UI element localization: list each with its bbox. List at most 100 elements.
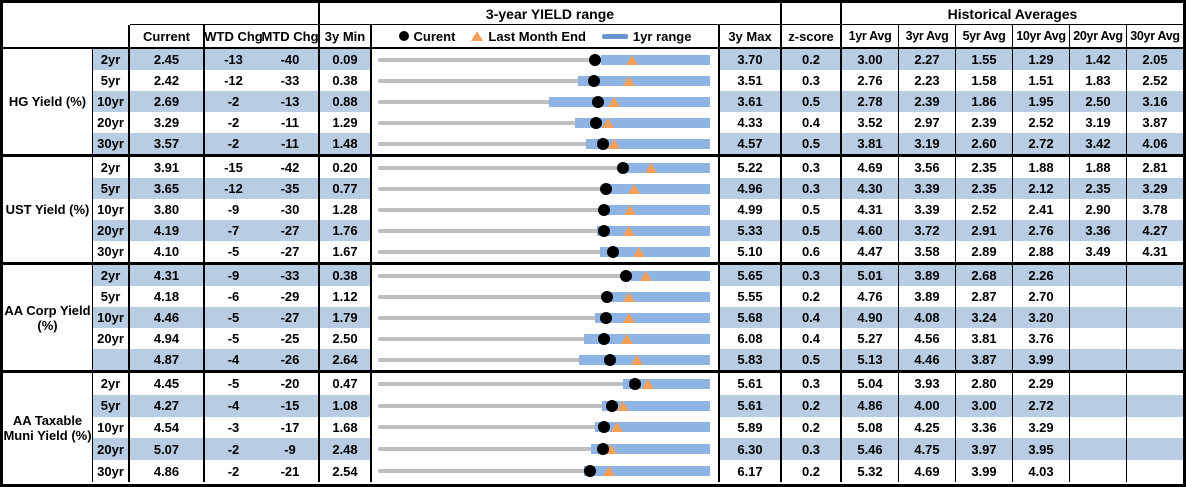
wtd-chg-cell: -5 [227, 331, 240, 346]
current-cell: 2.45 [130, 49, 205, 70]
last-month-triangle-icon [604, 444, 617, 455]
header-z-score: z-score [782, 25, 842, 47]
wtd-chg-cell: -9 [205, 265, 262, 286]
avg-cell: 3.20 [1013, 307, 1070, 328]
wtd-chg-cell: -12 [205, 178, 262, 199]
wtd-chg-cell: -7 [205, 220, 262, 241]
group-rows: 2yr 4.45 -5 -20 0.47 5.61 0.3 5.04 3.93 2.80 2.29 5… [93, 373, 1183, 482]
avg-cell [1127, 307, 1183, 328]
avg-cell: 1.88 [1070, 157, 1127, 178]
tenor-cell: 20yr [93, 220, 130, 241]
one-year-range-bar [622, 162, 710, 173]
one-year-range-bar [631, 270, 710, 281]
wtd-chg-cell: -2 [205, 91, 262, 112]
avg-cell: 2.81 [1142, 160, 1168, 175]
three-year-track [378, 273, 710, 278]
current-dot-icon [584, 465, 597, 478]
table-row: 5yr 4.18 -6 -29 1.12 5.55 0.2 4.76 3.89 2.87 2.70 [93, 286, 1183, 307]
one-year-range-bar [599, 246, 710, 257]
avg-cell: 2.39 [899, 91, 956, 112]
tenor-cell: 20yr [93, 328, 130, 349]
three-year-track [378, 294, 710, 299]
header-3yr-avg: 3yr Avg [899, 25, 956, 47]
avg-cell [1127, 328, 1183, 349]
avg-cell: 3.89 [899, 265, 956, 286]
legend-last-month-triangle-icon [471, 31, 484, 41]
avg-cell: 2.88 [1013, 241, 1070, 262]
avg-cell: 3.19 [1070, 112, 1127, 133]
table-row: 4.87 -4 -26 2.64 5.83 0.5 5.13 4.46 3.87 3.99 [93, 349, 1183, 370]
max-3y-cell: 3.70 [720, 49, 782, 70]
range-chart-cell [372, 307, 720, 328]
header-3y-min: 3y Min [320, 25, 372, 47]
three-year-track [378, 315, 710, 320]
three-year-track [378, 99, 710, 104]
avg-cell: 3.78 [1142, 202, 1168, 217]
avg-cell: 2.80 [956, 373, 1013, 395]
table-row: 2yr 4.45 -5 -20 0.47 5.61 0.3 5.04 3.93 2.80 2.29 [93, 373, 1183, 395]
one-year-range-bar [606, 183, 710, 194]
one-year-range-bar [594, 312, 710, 323]
avg-cell: 4.25 [899, 416, 956, 439]
header-wtd-chg: WTD Chg [205, 28, 262, 44]
avg-cell: 1.29 [1013, 49, 1070, 70]
avg-cell [1127, 417, 1183, 439]
last-month-triangle-icon [631, 354, 644, 365]
avg-cell: 4.86 [842, 394, 899, 417]
table-row: 20yr 5.07 -2 -9 2.48 6.30 0.3 5.46 4.75 3.97 3.95 [93, 438, 1183, 461]
one-year-range-bar [578, 354, 710, 365]
avg-cell [1070, 265, 1127, 286]
z-score-cell: 0.5 [782, 199, 842, 220]
min-3y-cell: 0.47 [320, 373, 372, 395]
current-dot-icon [597, 203, 610, 216]
three-year-track [378, 186, 710, 191]
z-score-cell: 0.2 [782, 416, 842, 439]
current-dot-icon [619, 269, 632, 282]
wtd-chg-cell: -2 [227, 115, 240, 130]
avg-cell: 1.86 [956, 91, 1013, 112]
avg-cell: 2.27 [899, 49, 956, 70]
avg-cell [1127, 349, 1183, 370]
current-dot-icon [596, 137, 609, 150]
tenor-cell: 30yr [93, 241, 130, 262]
avg-cell: 2.76 [842, 70, 899, 91]
current-cell: 4.10 [130, 241, 205, 262]
tenor-cell: 30yr [93, 133, 130, 154]
header-20yr-avg: 20yr Avg [1070, 25, 1127, 47]
avg-cell: 4.60 [842, 220, 899, 241]
avg-cell: 2.78 [842, 91, 899, 112]
avg-cell: 4.30 [842, 178, 899, 199]
current-dot-icon [592, 95, 605, 108]
avg-cell: 4.03 [1013, 460, 1070, 482]
one-year-range-bar [597, 225, 710, 236]
three-year-track [378, 381, 710, 386]
wtd-chg-cell: -5 [205, 307, 262, 328]
mtd-chg-cell: -25 [262, 328, 320, 349]
one-year-range-bar [586, 138, 710, 149]
range-chart-cell [372, 394, 720, 417]
table-row: 10yr 2.69 -2 -13 0.88 3.61 0.5 2.78 2.39 1.86 1.95… [93, 91, 1183, 112]
yield-group-section: UST Yield (%) 2yr 3.91 -15 -42 0.20 5.22 0.3 4.6… [3, 154, 1183, 262]
avg-cell: 3.93 [899, 373, 956, 395]
one-year-range-bar [623, 378, 710, 389]
current-cell: 2.69 [130, 91, 205, 112]
range-chart-cell [372, 328, 720, 349]
three-year-track [378, 357, 710, 362]
current-dot-icon [589, 53, 602, 66]
tenor-cell: 10yr [93, 91, 130, 112]
range-chart-cell [372, 178, 720, 199]
avg-cell: 3.72 [899, 220, 956, 241]
legend-current-label: Curent [413, 28, 456, 44]
three-year-track [378, 57, 710, 62]
avg-cell: 2.35 [956, 157, 1013, 178]
min-3y-cell: 1.67 [320, 241, 372, 262]
avg-cell: 3.24 [956, 307, 1013, 328]
wtd-chg-cell: -4 [205, 394, 262, 417]
range-chart-cell [372, 91, 720, 112]
avg-cell: 5.08 [842, 416, 899, 439]
table-row: 30yr 4.10 -5 -27 1.67 5.10 0.6 4.47 3.58 2.89 2.88… [93, 241, 1183, 262]
min-3y-cell: 1.29 [320, 112, 372, 133]
corner-blank-cell [3, 3, 130, 25]
three-year-track [378, 425, 710, 430]
max-3y-cell: 5.61 [720, 373, 782, 395]
